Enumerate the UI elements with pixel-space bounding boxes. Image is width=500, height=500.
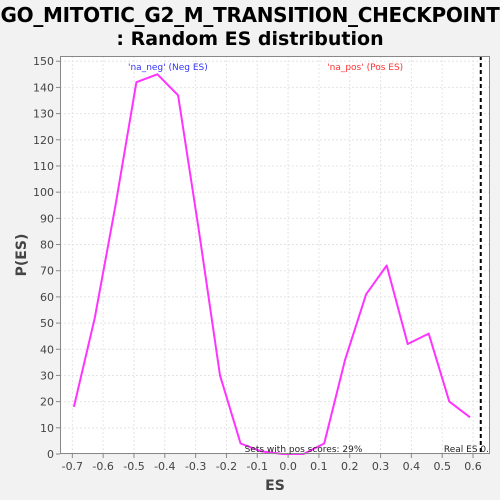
pos-es-label: 'na_pos' (Pos ES) [327, 63, 403, 73]
x-axis: -0.7 -0.6 -0.5 -0.4 -0.3 -0.2 -0.1 0.0 0.1 0.2 0.3… [62, 454, 482, 473]
es-distribution-line [72, 73, 471, 455]
x-tick-label: -0.7 [62, 460, 83, 473]
y-tick-label: 100 [33, 186, 54, 199]
y-axis: 0 10 20 30 40 50 60 70 80 90 100 110 120 130 140 150 [33, 55, 60, 461]
y-tick-label: 140 [33, 81, 54, 94]
y-tick-label: 150 [33, 55, 54, 68]
x-tick-label: -0.2 [216, 460, 237, 473]
x-axis-label: ES [265, 478, 285, 494]
x-tick-label: -0.4 [154, 460, 175, 473]
x-tick-label: -0.3 [185, 460, 206, 473]
x-tick-label: -0.6 [92, 460, 113, 473]
y-tick-label: 10 [40, 422, 54, 435]
y-tick-label: 20 [40, 396, 54, 409]
chart-title-line-1: GO_MITOTIC_G2_M_TRANSITION_CHECKPOINT [0, 3, 500, 27]
y-tick-label: 70 [40, 265, 54, 278]
y-tick-label: 50 [40, 317, 54, 330]
y-tick-label: 120 [33, 134, 54, 147]
x-tick-label: 0.5 [433, 460, 451, 473]
x-tick-label: 0.1 [310, 460, 328, 473]
x-tick-label: 0.4 [403, 460, 421, 473]
y-tick-label: 80 [40, 239, 54, 252]
y-tick-label: 60 [40, 291, 54, 304]
pos-scores-text: Sets with pos scores: 29% [245, 445, 363, 455]
chart-title-line-2: : Random ES distribution [116, 28, 384, 50]
x-tick-label: 0.0 [279, 460, 297, 473]
x-tick-label: 0.6 [464, 460, 482, 473]
neg-es-label: 'na_neg' (Neg ES) [128, 63, 208, 73]
plot-area [60, 56, 490, 454]
x-tick-label: 0.3 [372, 460, 390, 473]
y-axis-label: P(ES) [14, 234, 30, 277]
y-tick-label: 40 [40, 343, 54, 356]
x-tick-label: 0.2 [341, 460, 359, 473]
x-tick-label: -0.1 [247, 460, 268, 473]
y-tick-label: 110 [33, 160, 54, 173]
plot-border [60, 56, 490, 454]
y-tick-label: 90 [40, 212, 54, 225]
series-layer [72, 73, 471, 455]
y-tick-label: 0 [47, 448, 54, 461]
y-tick-label: 30 [40, 369, 54, 382]
x-tick-label: -0.5 [123, 460, 144, 473]
y-tick-label: 130 [33, 108, 54, 121]
real-es-label: Real ES 0. [444, 445, 489, 455]
